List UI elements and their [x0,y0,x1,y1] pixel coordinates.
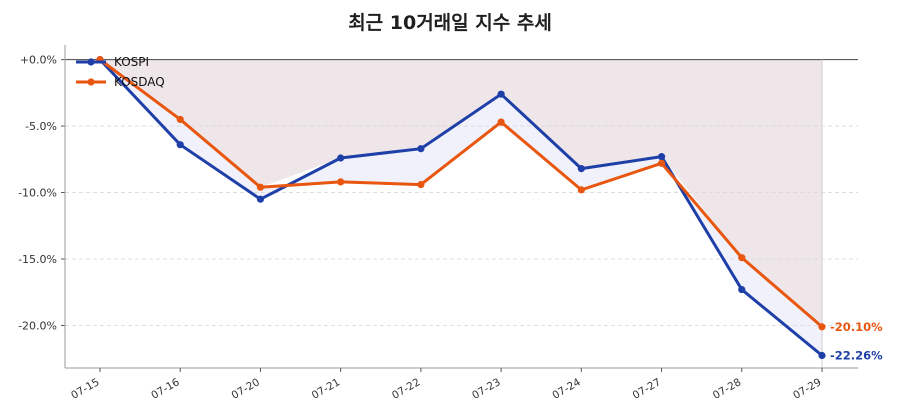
data-point-kospi [417,145,425,153]
series-line-kospi [98,58,823,357]
legend-marker-kospi [87,58,95,66]
x-tick-label: 07-24 [550,376,583,402]
x-tick-label: 07-15 [69,376,101,402]
legend-label-kosdaq: KOSDAQ [114,75,165,89]
data-point-kosdaq [417,180,425,189]
x-tick-label: 07-28 [711,376,743,402]
x-tick-label: 07-29 [791,376,823,402]
x-tick-label: 07-23 [470,376,502,402]
x-tick-label: 07-20 [230,376,262,402]
x-tick-label: 07-22 [390,376,422,402]
x-tick-label: 07-27 [631,376,663,402]
end-label-kospi: -22.26% [830,349,883,363]
series-line-kosdaq [99,58,823,328]
data-point-kospi [337,154,345,162]
legend-marker-kosdaq [87,78,95,86]
y-tick-label: -10.0% [18,187,57,200]
x-tick-label: 07-16 [149,376,182,402]
data-point-kosdaq [497,118,505,126]
y-tick-label: -5.0% [25,120,57,133]
y-tick-label: -15.0% [18,253,57,266]
shaded-area-upper [100,59,822,327]
data-point-kospi [577,165,585,173]
data-point-kosdaq [256,183,265,191]
data-point-kospi [497,90,505,98]
data-point-kosdaq [176,115,184,124]
end-label-kosdaq: -20.10% [830,320,883,334]
data-point-kospi [738,285,746,294]
x-tick-label: 07-21 [310,376,342,402]
y-tick-label: +0.0% [20,54,57,67]
data-point-kospi [818,351,826,360]
y-tick-label: -20.0% [18,319,57,332]
data-point-kospi [657,153,666,161]
data-point-kospi [176,141,184,149]
data-point-kosdaq [337,178,345,186]
data-point-kosdaq [738,254,746,262]
data-point-kospi [256,195,265,203]
data-point-kosdaq [577,186,585,194]
data-point-kosdaq [818,323,826,331]
data-point-kosdaq [657,159,666,167]
legend-label-kospi: KOSPI [114,55,149,69]
chart-title: 최근 10거래일 지수 추세 [348,12,552,34]
